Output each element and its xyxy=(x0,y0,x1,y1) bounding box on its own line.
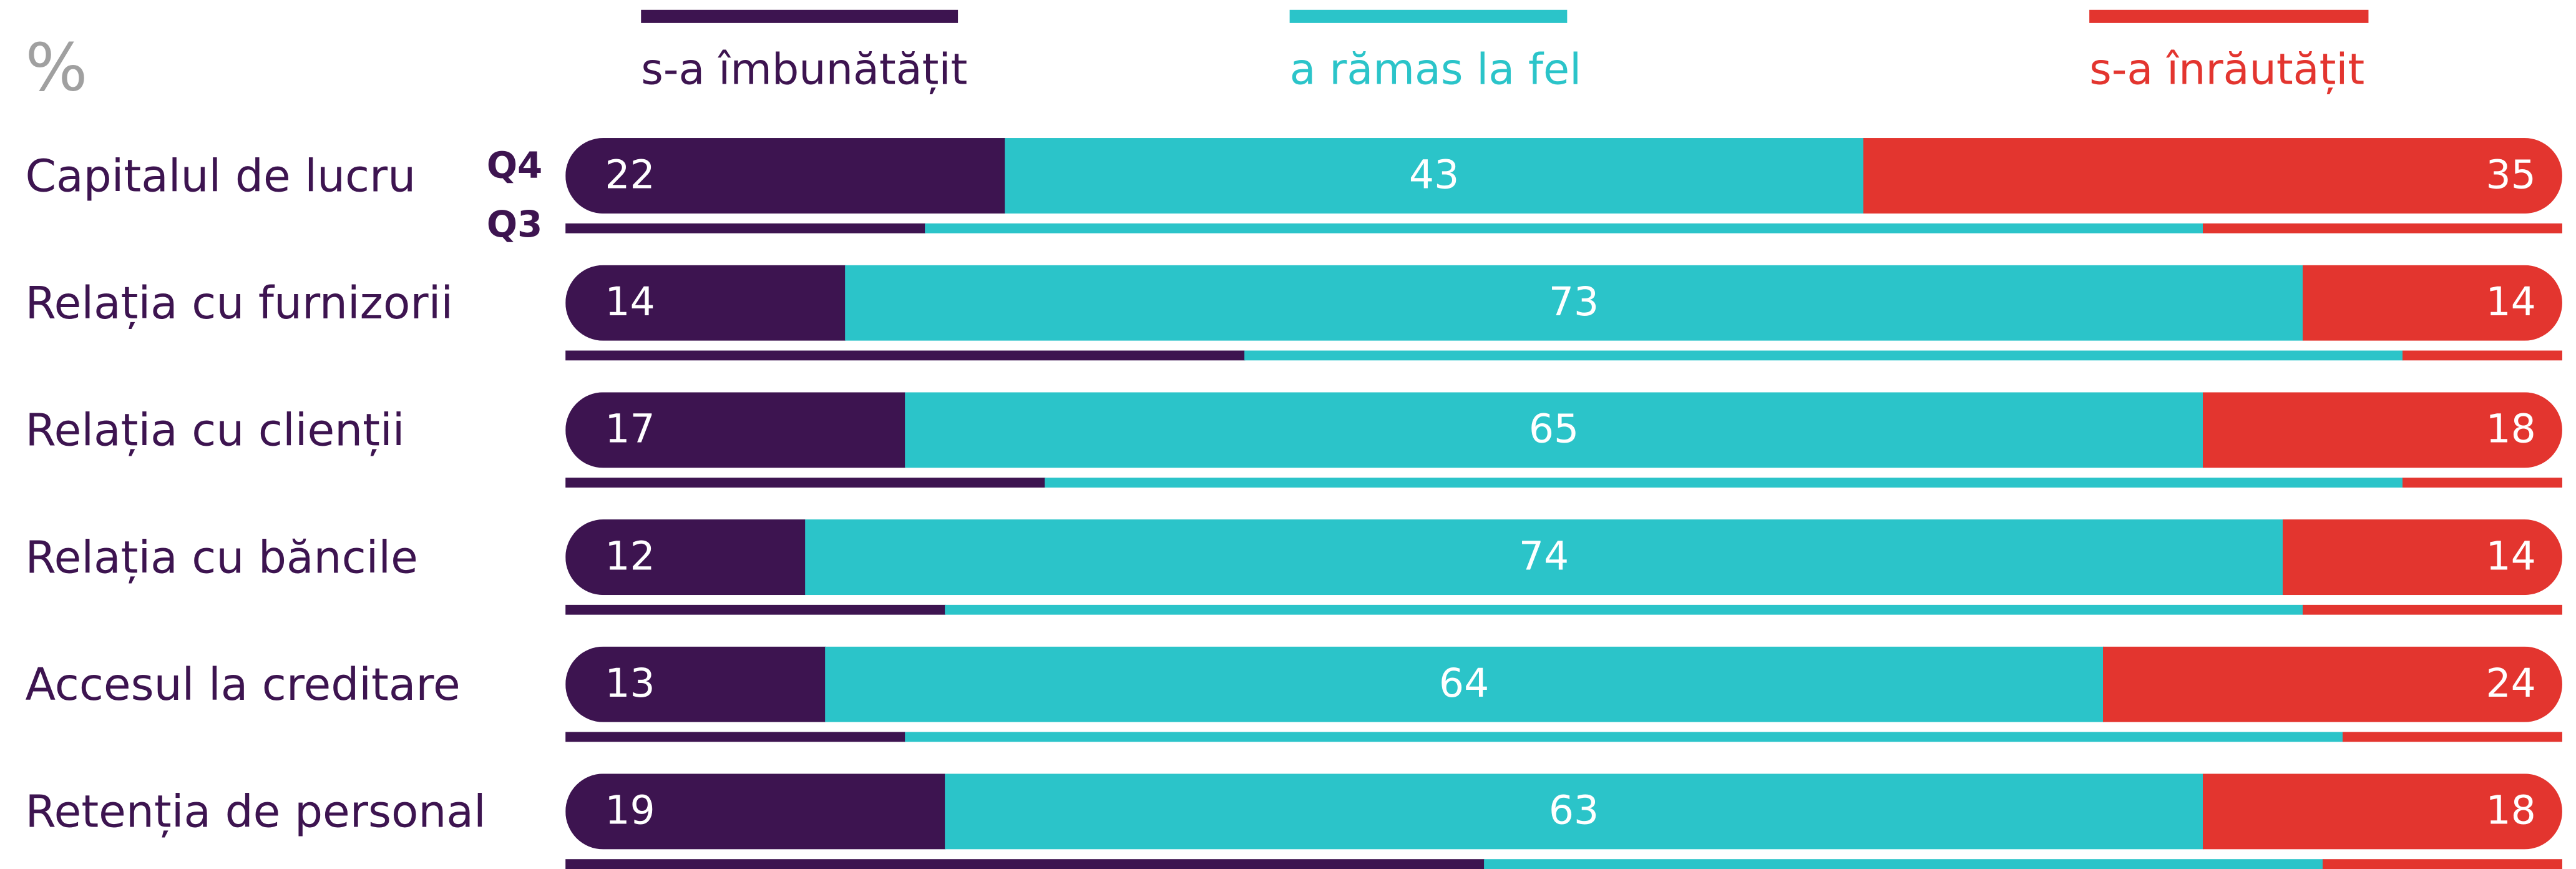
bar-row xyxy=(565,392,2562,468)
legend-swatch xyxy=(641,9,959,23)
value-label: 18 xyxy=(2486,406,2535,452)
bar-segment xyxy=(2302,265,2562,341)
bar-segment xyxy=(945,773,2204,850)
category-label: Relația cu băncile xyxy=(25,531,417,583)
bar-segment xyxy=(565,519,806,596)
bar-segment xyxy=(2202,392,2562,468)
period-label: Q3 xyxy=(487,203,542,245)
bar-segment-q3 xyxy=(2202,223,2562,233)
value-label: 43 xyxy=(1409,151,1459,197)
bar-segment xyxy=(565,646,826,722)
value-label: 22 xyxy=(605,151,655,197)
bar-segment xyxy=(825,646,2104,722)
bar-segment xyxy=(2282,519,2562,596)
bar-segment xyxy=(2103,646,2562,722)
value-label: 24 xyxy=(2486,660,2535,706)
unit-label: % xyxy=(25,29,87,106)
bar-segment xyxy=(1005,138,1865,214)
value-label: 14 xyxy=(605,278,655,325)
bar-segment-q3 xyxy=(565,732,906,742)
bar-segment-q3 xyxy=(565,604,946,615)
value-label: 14 xyxy=(2486,533,2535,579)
bar-segment xyxy=(1863,138,2562,214)
bar-segment xyxy=(905,392,2204,468)
bar-segment xyxy=(845,265,2304,341)
bar-segment-q3 xyxy=(925,223,2204,233)
value-label: 14 xyxy=(2486,278,2535,325)
bar-segment xyxy=(565,773,946,850)
bar-segment-q3 xyxy=(2322,859,2562,869)
category-label: Retenția de personal xyxy=(25,786,485,838)
legend-swatch xyxy=(2089,9,2369,23)
bar-segment-q3 xyxy=(945,604,2304,615)
bar-segment-q3 xyxy=(565,859,1485,869)
bar-segment-q3 xyxy=(1484,859,2324,869)
value-label: 74 xyxy=(1519,533,1569,579)
bar-row xyxy=(565,519,2562,596)
value-label: 64 xyxy=(1439,660,1489,706)
legend-label: a rămas la fel xyxy=(1290,45,1582,94)
bar-row xyxy=(565,773,2562,850)
category-label: Relația cu furnizorii xyxy=(25,277,453,329)
bar-row xyxy=(565,646,2562,722)
bar-segment-q3 xyxy=(2342,732,2562,742)
bar-segment-q3 xyxy=(565,478,1046,488)
value-label: 63 xyxy=(1549,787,1599,833)
category-label: Accesul la creditare xyxy=(25,659,460,710)
period-label: Q4 xyxy=(487,144,542,187)
bar-segment xyxy=(2202,773,2562,850)
bar-segment-q3 xyxy=(565,350,1246,361)
bar-segment xyxy=(805,519,2284,596)
bar-segment xyxy=(565,265,846,341)
bar-row xyxy=(565,265,2562,341)
bar-segment-q3 xyxy=(2302,604,2562,615)
value-label: 35 xyxy=(2486,151,2535,197)
legend-swatch xyxy=(1289,9,1568,23)
bar-segment-q3 xyxy=(1045,478,2404,488)
value-label: 65 xyxy=(1529,406,1579,452)
bar-segment-q3 xyxy=(565,223,926,233)
value-label: 18 xyxy=(2486,787,2535,833)
category-label: Capitalul de lucru xyxy=(25,150,416,202)
bar-segment xyxy=(565,392,906,468)
legend-label: s-a îmbunătățit xyxy=(641,45,967,94)
value-label: 13 xyxy=(605,660,655,706)
value-label: 17 xyxy=(605,406,655,452)
bar-segment-q3 xyxy=(1244,350,2404,361)
value-label: 19 xyxy=(605,787,655,833)
value-label: 73 xyxy=(1549,278,1599,325)
value-label: 12 xyxy=(605,533,655,579)
category-label: Relația cu clienții xyxy=(25,405,404,456)
bar-segment-q3 xyxy=(2402,350,2562,361)
bar-row xyxy=(565,138,2562,214)
bar-segment xyxy=(565,138,1006,214)
bar-segment-q3 xyxy=(2402,478,2562,488)
bar-segment-q3 xyxy=(905,732,2344,742)
legend-label: s-a înrăutățit xyxy=(2089,45,2364,94)
